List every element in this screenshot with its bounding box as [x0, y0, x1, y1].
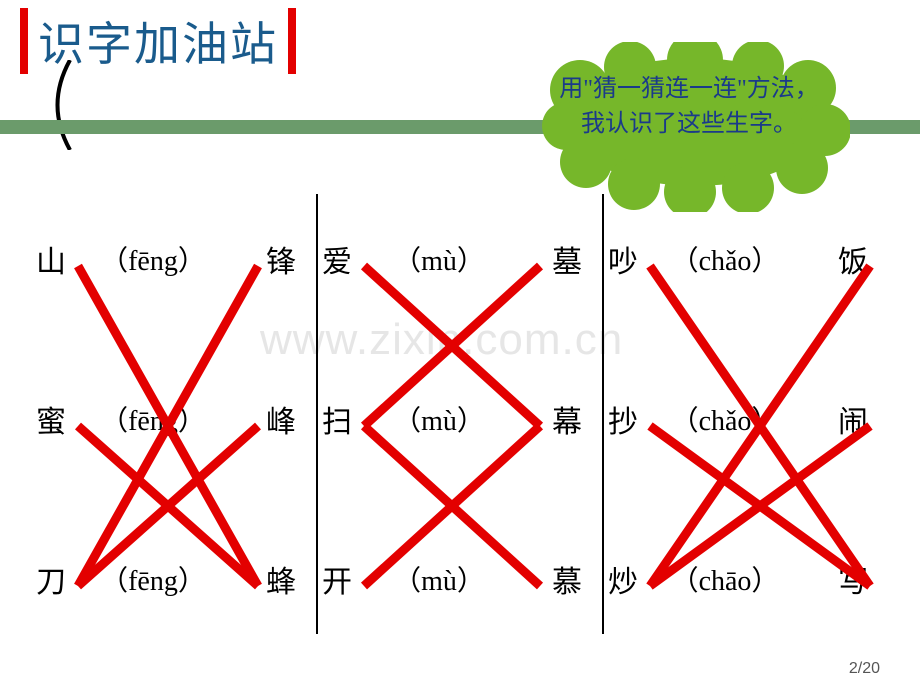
column-2: 爱 （mù） 墓 扫 （mù） 幕 开 （mù） 慕 — [316, 236, 602, 636]
grid-row: 扫 （mù） 幕 — [316, 396, 602, 442]
char-right: 慕 — [514, 557, 594, 601]
grid-row: 刀 （fēng） 蜂 — [30, 556, 316, 602]
bubble-text: 用"猜一猜连一连"方法，我认识了这些生字。 — [558, 72, 820, 142]
pinyin: （mù） — [364, 399, 514, 439]
char-left: 刀 — [30, 557, 78, 601]
grid-row: 山 （fēng） 锋 — [30, 236, 316, 282]
grid-row: 吵 （chǎo） 饭 — [602, 236, 888, 282]
pinyin: （chǎo） — [650, 239, 800, 279]
char-left: 爱 — [316, 237, 364, 281]
char-left: 蜜 — [30, 397, 78, 441]
pinyin: （mù） — [364, 239, 514, 279]
pinyin: （fēng） — [78, 559, 228, 599]
char-left: 山 — [30, 237, 78, 281]
pinyin: （chāo） — [650, 559, 800, 599]
char-left: 炒 — [602, 557, 650, 601]
grid-row: 抄 （chǎo） 闹 — [602, 396, 888, 442]
column-3: 吵 （chǎo） 饭 抄 （chǎo） 闹 炒 （chāo） 写 — [602, 236, 888, 636]
char-right: 墓 — [514, 237, 594, 281]
char-right: 蜂 — [228, 557, 308, 601]
char-left: 扫 — [316, 397, 364, 441]
char-right: 饭 — [800, 237, 880, 281]
title-curve — [40, 60, 100, 150]
char-right: 峰 — [228, 397, 308, 441]
character-grid: 山 （fēng） 锋 蜜 （fēng） 峰 刀 （fēng） 蜂 爱 （mù） … — [30, 236, 890, 636]
grid-row: 炒 （chāo） 写 — [602, 556, 888, 602]
grid-row: 爱 （mù） 墓 — [316, 236, 602, 282]
char-left: 抄 — [602, 397, 650, 441]
char-right: 锋 — [228, 237, 308, 281]
column-1: 山 （fēng） 锋 蜜 （fēng） 峰 刀 （fēng） 蜂 — [30, 236, 316, 636]
pinyin: （mù） — [364, 559, 514, 599]
char-left: 吵 — [602, 237, 650, 281]
char-right: 闹 — [800, 397, 880, 441]
char-right: 幕 — [514, 397, 594, 441]
pinyin: （fēng） — [78, 239, 228, 279]
pinyin: （fēng） — [78, 399, 228, 439]
char-right: 写 — [800, 557, 880, 601]
page-number: 2/20 — [849, 660, 880, 678]
pinyin: （chǎo） — [650, 399, 800, 439]
grid-row: 开 （mù） 慕 — [316, 556, 602, 602]
char-left: 开 — [316, 557, 364, 601]
grid-row: 蜜 （fēng） 峰 — [30, 396, 316, 442]
